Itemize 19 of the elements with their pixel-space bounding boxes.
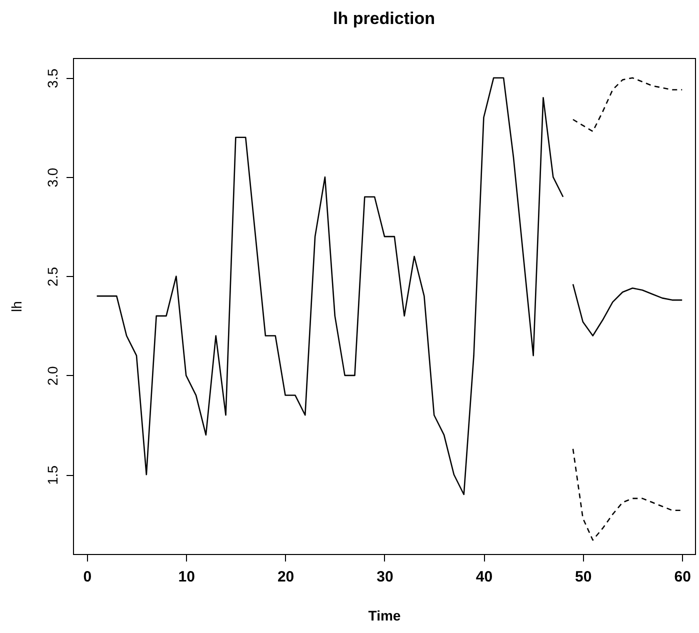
x-axis-title: Time <box>368 608 401 624</box>
line-series <box>572 284 683 336</box>
y-tick-label: 3.0 <box>44 168 60 188</box>
y-tick-label: 1.5 <box>44 465 60 485</box>
line-series <box>572 77 683 132</box>
x-tick-label: 40 <box>476 568 493 586</box>
y-tick-label: 3.5 <box>44 68 60 88</box>
x-tick-label: 10 <box>178 568 195 586</box>
y-tick-label: 2.5 <box>44 266 60 286</box>
x-tick-label: 0 <box>83 568 92 586</box>
chart-title: lh prediction <box>333 9 435 28</box>
x-tick-label: 30 <box>376 568 394 586</box>
y-axis-title: lh <box>8 301 24 312</box>
x-tick-label: 20 <box>277 568 294 586</box>
y-tick-label: 2.0 <box>44 366 60 386</box>
line-series <box>572 448 683 541</box>
x-tick-label: 50 <box>575 568 592 586</box>
x-tick-label: 60 <box>674 568 691 586</box>
line-series <box>96 77 564 496</box>
